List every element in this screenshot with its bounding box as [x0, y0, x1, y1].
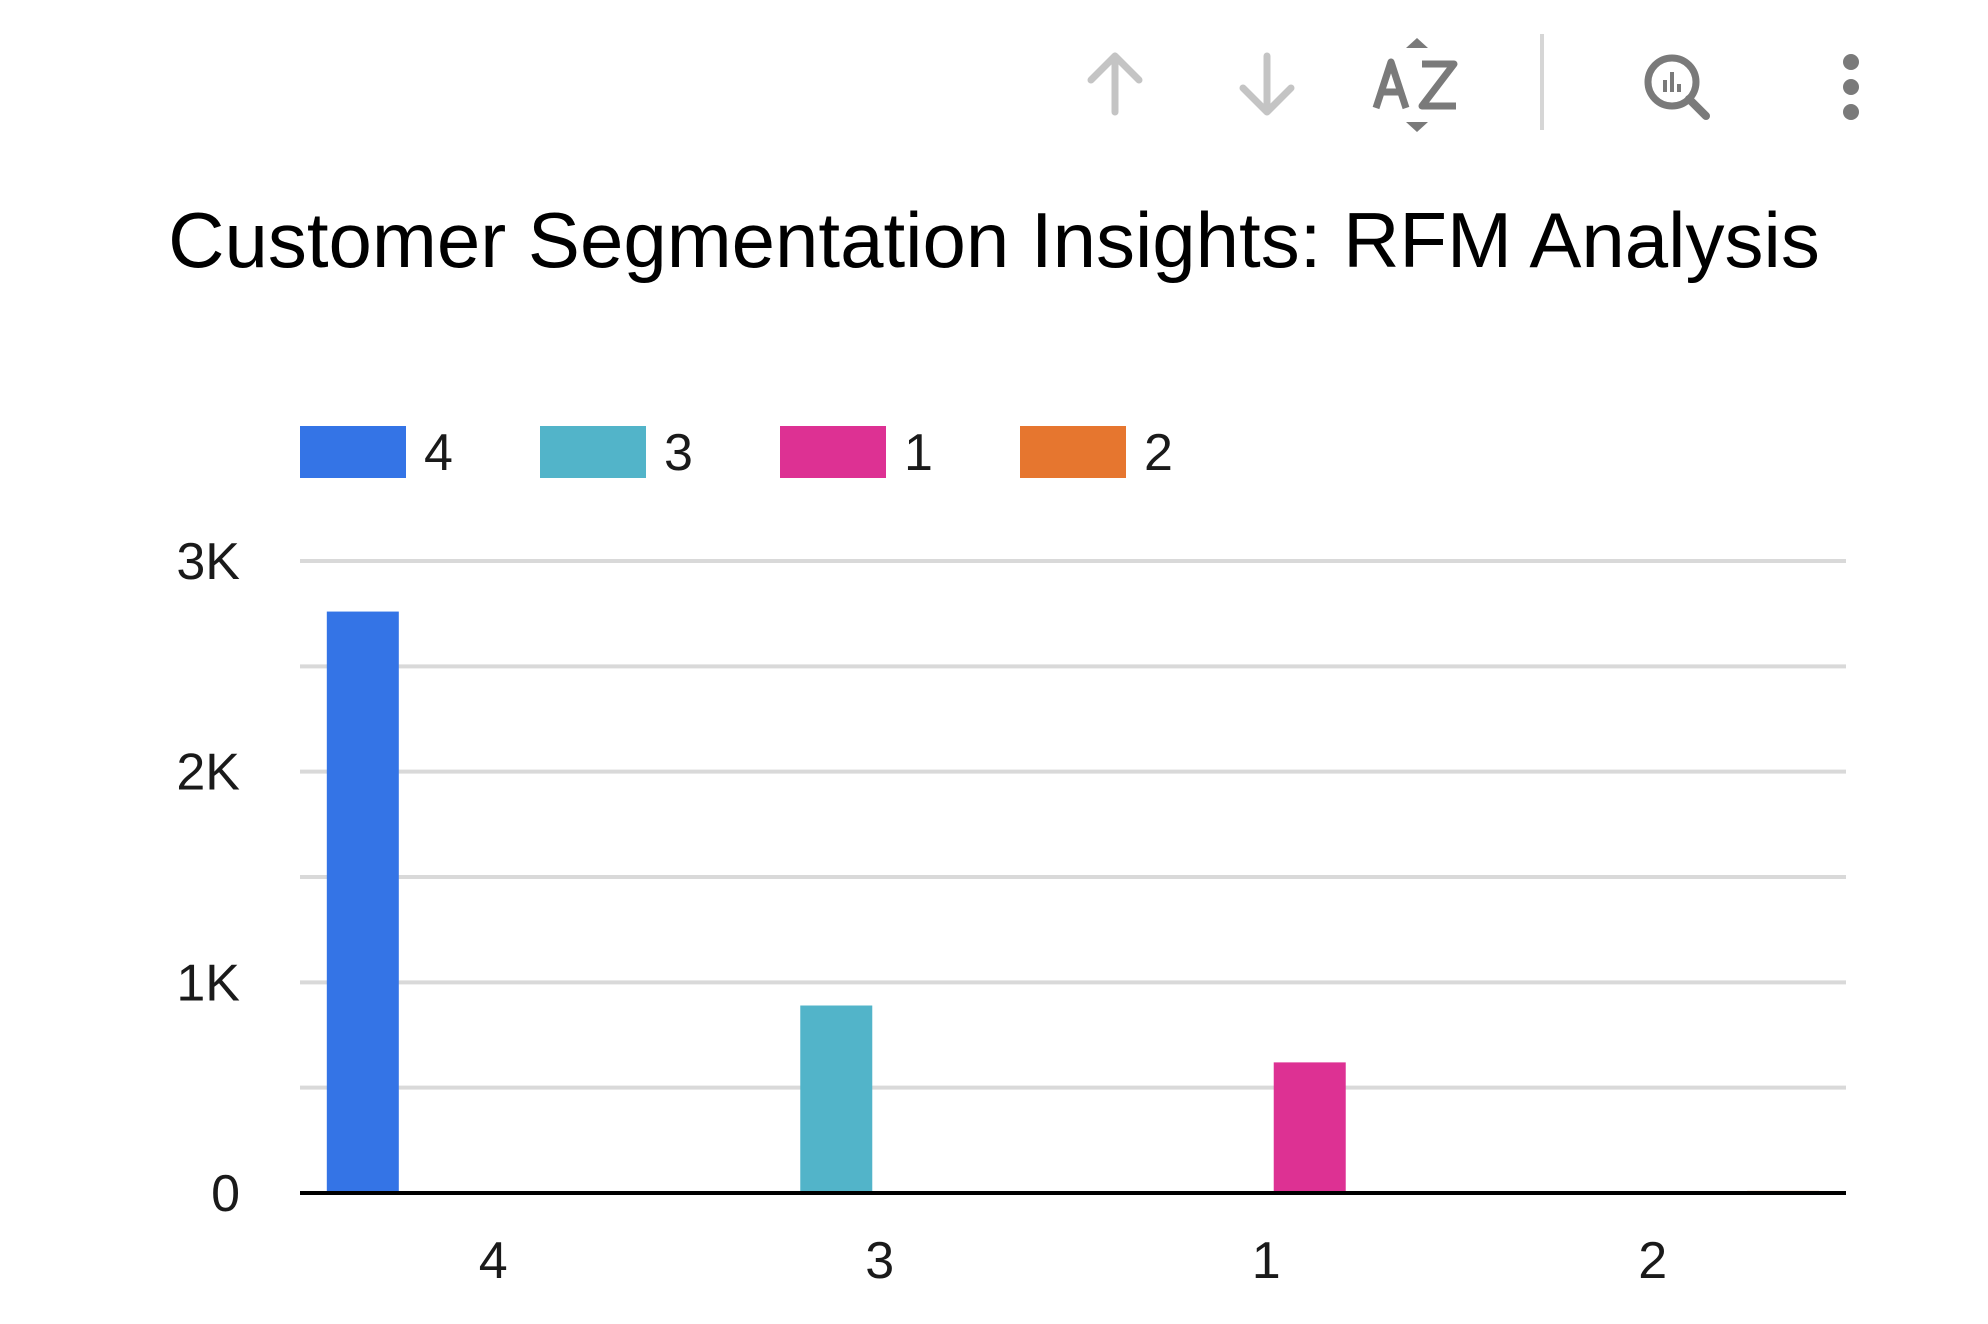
chart-title: Customer Segmentation Insights: RFM Anal… [168, 196, 1820, 284]
sort-ascending-button[interactable] [1060, 30, 1170, 140]
y-tick-label: 3K [176, 533, 240, 591]
bar-series-4-category-4[interactable] [326, 611, 399, 1193]
x-tick-label: 1 [1252, 1232, 1281, 1290]
x-axis-ticks: 4 3 1 2 [479, 1232, 1667, 1290]
arrow-up-icon [1087, 52, 1143, 116]
y-tick-label: 2K [176, 744, 240, 802]
chart-legend: 4 3 1 2 [300, 424, 1173, 482]
bars [326, 611, 1820, 1193]
legend-label: 1 [904, 424, 933, 482]
legend-swatch [780, 426, 886, 478]
toolbar-divider [1540, 34, 1544, 130]
explore-chart-icon [1644, 54, 1710, 120]
x-tick-label: 4 [479, 1232, 508, 1290]
legend-label: 3 [664, 424, 693, 482]
sort-descending-button[interactable] [1212, 30, 1322, 140]
bar-series-1-category-1[interactable] [1273, 1062, 1346, 1193]
explore-chart-button[interactable] [1620, 30, 1730, 140]
legend-swatch [1020, 426, 1126, 478]
legend-label: 2 [1144, 424, 1173, 482]
legend-label: 4 [424, 424, 453, 482]
legend-item-3[interactable]: 3 [540, 424, 693, 482]
legend-swatch [300, 426, 406, 478]
sort-alphabetical-button[interactable] [1362, 30, 1472, 140]
y-tick-label: 0 [211, 1165, 240, 1223]
legend-swatch [540, 426, 646, 478]
x-tick-label: 2 [1638, 1232, 1667, 1290]
chart-toolbar [0, 0, 1988, 170]
sort-az-icon [1372, 38, 1458, 132]
more-vert-icon [1843, 54, 1859, 120]
y-axis-ticks: 0 1K 2K 3K [176, 533, 240, 1223]
legend-item-2[interactable]: 2 [1020, 424, 1173, 482]
arrow-down-icon [1239, 52, 1295, 116]
more-options-button[interactable] [1796, 30, 1906, 140]
legend-item-1[interactable]: 1 [780, 424, 933, 482]
bar-series-3-category-3[interactable] [800, 1005, 873, 1193]
gridlines [300, 559, 1846, 1090]
x-tick-label: 3 [865, 1232, 894, 1290]
legend-item-4[interactable]: 4 [300, 424, 453, 482]
y-tick-label: 1K [176, 954, 240, 1012]
